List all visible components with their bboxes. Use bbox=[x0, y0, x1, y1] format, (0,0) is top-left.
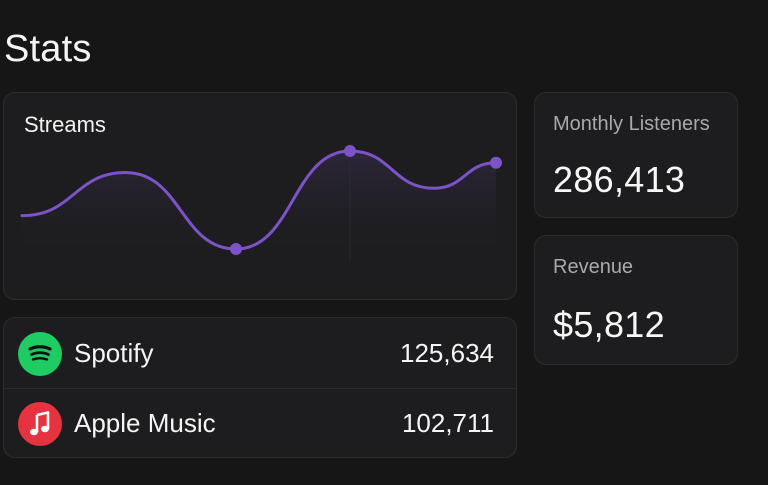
source-name: Spotify bbox=[74, 338, 154, 368]
streams-card[interactable]: Streams S M T W T F S S bbox=[3, 92, 517, 378]
spotify-icon bbox=[18, 332, 62, 376]
monthly-listeners-value: 286,413 bbox=[553, 159, 686, 200]
source-row-apple-music[interactable]: Apple Music 102,711 bbox=[4, 388, 516, 458]
monthly-listeners-card[interactable]: Monthly Listeners 286,413 bbox=[534, 92, 738, 218]
revenue-label: Revenue bbox=[553, 256, 634, 278]
source-row-spotify[interactable]: Spotify 125,634 bbox=[4, 318, 516, 389]
source-count: 125,634 bbox=[400, 338, 494, 368]
sources-card: Spotify 125,634 Apple Music 102,711 bbox=[3, 317, 517, 458]
page-title: Stats bbox=[4, 28, 92, 70]
streams-title: Streams bbox=[24, 112, 106, 137]
streams-point-2[interactable] bbox=[490, 156, 502, 169]
streams-point-1[interactable] bbox=[344, 145, 356, 157]
music-note-icon bbox=[18, 402, 62, 446]
streams-area bbox=[22, 151, 496, 261]
streams-point-0[interactable] bbox=[230, 243, 242, 255]
revenue-value: $5,812 bbox=[553, 304, 665, 345]
streams-line bbox=[20, 149, 498, 251]
source-name: Apple Music bbox=[74, 408, 216, 438]
source-count: 102,711 bbox=[401, 408, 494, 438]
monthly-listeners-label: Monthly Listeners bbox=[553, 113, 710, 135]
revenue-card[interactable]: Revenue $5,812 bbox=[534, 235, 738, 365]
streams-chart bbox=[20, 145, 502, 261]
